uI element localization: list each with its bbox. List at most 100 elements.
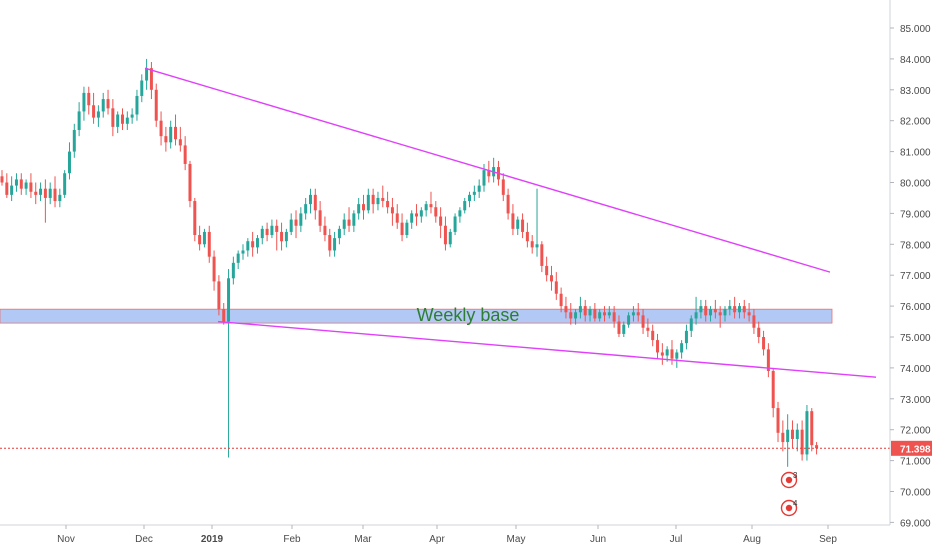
candle [549, 265, 553, 291]
candle-body [684, 330, 688, 344]
zone-label: Weekly base [417, 305, 520, 325]
x-tick-label: Aug [743, 534, 761, 545]
candle-body [713, 309, 717, 313]
x-tick-label: Sep [819, 534, 837, 545]
candle-body [603, 312, 606, 316]
candle-body [723, 309, 727, 316]
x-axis[interactable]: Nov Dec 2019 Feb Mar Apr May Jun Jul Aug Sep [0, 524, 890, 545]
candle-body [815, 445, 819, 449]
candle [149, 61, 153, 100]
y-tick-label: 75.000 [900, 333, 931, 344]
candle [381, 185, 385, 208]
event-marker[interactable]: 4 [780, 499, 799, 517]
candle [776, 401, 780, 443]
candle [342, 213, 346, 236]
candle-body [434, 207, 438, 217]
candle-body [694, 312, 698, 319]
candle [733, 296, 737, 319]
candle [183, 136, 187, 171]
candle [169, 120, 173, 149]
candle [154, 83, 158, 127]
candle-body [10, 185, 14, 195]
candle-body [284, 231, 288, 242]
candle-body [395, 213, 399, 223]
candle-body [419, 210, 423, 217]
candle-body [453, 216, 457, 232]
candle [96, 105, 100, 127]
candle-body [241, 250, 245, 254]
candle [289, 213, 293, 236]
y-axis[interactable]: 85.000 84.000 83.000 82.000 81.000 80.000 79.0… [889, 0, 932, 529]
candle-body [67, 151, 71, 174]
candle-body [501, 179, 505, 195]
candle-body [477, 185, 481, 192]
candle [699, 299, 703, 319]
candle [742, 299, 746, 319]
candle [39, 182, 43, 202]
candle [448, 228, 452, 248]
x-tick-label: Jul [670, 534, 683, 545]
candle-body [607, 312, 611, 316]
y-tick-label: 73.000 [900, 395, 931, 406]
candle [737, 303, 741, 319]
candle-body [810, 411, 814, 446]
event-marker[interactable]: 3 [780, 471, 799, 489]
candle-body [188, 163, 192, 202]
candle-body [458, 210, 462, 217]
y-tick-label: 84.000 [900, 55, 931, 66]
candle [222, 303, 226, 325]
candle [255, 235, 259, 254]
last-price-label[interactable]: 71.398 [891, 440, 932, 456]
candle [318, 201, 322, 232]
candle [795, 423, 799, 452]
candle [689, 315, 693, 337]
candle-body [757, 327, 761, 337]
candle [87, 86, 91, 115]
candle [390, 197, 394, 226]
candle [386, 191, 390, 214]
candle-body [771, 370, 775, 409]
trendline-lower[interactable] [217, 320, 877, 378]
candle [516, 216, 520, 236]
candle [410, 210, 414, 229]
candle [723, 306, 727, 322]
candle [212, 250, 216, 291]
candle-body [265, 228, 269, 236]
candle [5, 173, 9, 198]
candle [29, 173, 33, 198]
candle-body [583, 306, 587, 316]
candle-body [439, 216, 443, 226]
y-tick-label: 81.000 [900, 148, 931, 159]
candle-body [617, 321, 621, 334]
candle-body [786, 429, 790, 443]
candle [304, 197, 308, 220]
candle [337, 225, 341, 245]
candle-body [733, 306, 737, 313]
candle-body [169, 126, 173, 143]
candle-body [405, 222, 409, 236]
candle-body [410, 213, 414, 223]
candle-body [212, 256, 216, 282]
candle [280, 222, 284, 251]
candle [72, 123, 76, 158]
candle-body [164, 136, 168, 143]
candle-body [275, 225, 279, 232]
trendline-upper[interactable] [144, 67, 831, 273]
marker-layer[interactable]: 34 [780, 471, 799, 517]
candle-body [58, 194, 62, 202]
candle [77, 102, 81, 137]
candle [362, 194, 365, 220]
candle-body [246, 241, 250, 251]
candle [684, 324, 688, 350]
y-tick-label: 69.000 [900, 518, 931, 529]
candle-body [689, 318, 693, 331]
candle [501, 173, 505, 202]
candle [357, 197, 361, 220]
candle-body [598, 312, 602, 319]
candle [231, 256, 235, 285]
support-zone[interactable] [0, 308, 833, 324]
candle-body [675, 352, 679, 359]
candle-body [737, 306, 741, 313]
candle [468, 191, 472, 208]
